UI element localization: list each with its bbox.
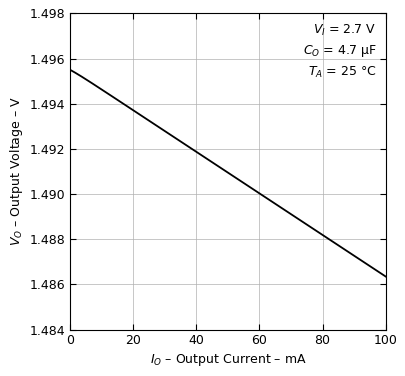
Text: $V_I$ = 2.7 V
$C_O$ = 4.7 μF
$T_A$ = 25 °C: $V_I$ = 2.7 V $C_O$ = 4.7 μF $T_A$ = 25 …	[302, 23, 375, 80]
Y-axis label: $V_O$ – Output Voltage – V: $V_O$ – Output Voltage – V	[9, 97, 25, 246]
X-axis label: $I_O$ – Output Current – mA: $I_O$ – Output Current – mA	[149, 352, 305, 368]
